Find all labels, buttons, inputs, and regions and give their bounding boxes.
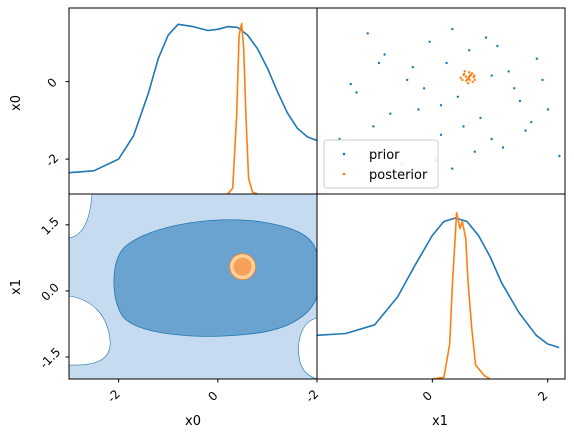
scatter-prior-point <box>439 133 443 136</box>
scatter-prior-point <box>439 104 443 107</box>
scatter-prior-point <box>428 40 431 43</box>
scatter-prior-point <box>422 87 426 90</box>
joint-empty-region <box>69 295 111 366</box>
scatter-prior-point <box>372 125 375 128</box>
legend-prior-marker <box>342 152 346 156</box>
scatter-prior-point <box>383 53 386 56</box>
scatter-prior-point <box>535 57 538 60</box>
legend-posterior-marker <box>342 172 346 176</box>
scatter-posterior-point <box>467 76 470 80</box>
x1-marginal-frame <box>316 193 566 380</box>
scatter-prior-point <box>411 66 414 69</box>
scatter-posterior-point <box>461 78 464 82</box>
scatter-posterior-point <box>468 71 471 74</box>
scatter-prior-point <box>490 137 493 141</box>
scatter-prior-point <box>377 61 381 65</box>
scatter-prior-point <box>417 108 420 111</box>
scatter-prior-point <box>462 125 465 128</box>
scatter-prior-point <box>558 154 561 158</box>
scatter-prior-point <box>484 36 488 39</box>
scatter-posterior-point <box>466 82 470 85</box>
scatter-posterior-point <box>465 79 468 82</box>
x1-marginal-posterior-line <box>432 212 491 379</box>
scatter-posterior-point <box>459 76 462 80</box>
scatter-posterior-point <box>473 74 476 77</box>
x0-marginal-posterior-line <box>227 22 258 194</box>
scatter-prior-point <box>479 116 482 120</box>
scatter-posterior-point <box>463 70 466 73</box>
legend-prior-label: prior <box>369 148 400 163</box>
joint-xlabel: x0 <box>185 414 201 429</box>
scatter-posterior-point <box>473 78 476 82</box>
scatter-posterior-point <box>471 80 474 84</box>
scatter-prior-point <box>490 74 493 77</box>
scatter-prior-point <box>524 129 527 132</box>
joint-empty-region <box>69 194 93 239</box>
scatter-prior-point <box>445 61 448 65</box>
scatter-prior-point <box>406 78 409 82</box>
scatter-prior-point <box>496 44 499 48</box>
scatter-prior-point <box>513 87 516 90</box>
scatter-prior-point <box>541 78 544 82</box>
joint-posterior-inner-region <box>233 257 252 276</box>
scatter-prior-point <box>473 150 476 153</box>
scatter-prior-point <box>501 146 505 149</box>
scatter-prior-point <box>451 27 454 31</box>
joint-empty-region <box>298 317 317 379</box>
legend: prior posterior <box>323 139 439 189</box>
scatter-posterior-point <box>462 72 466 76</box>
x0-marginal-prior-line <box>69 23 317 174</box>
scatter-prior-point <box>518 99 522 103</box>
joint-ylabel: x1 <box>9 279 24 295</box>
joint-prior-inner-region <box>113 219 317 337</box>
scatter-posterior-point <box>464 75 467 78</box>
scatter-prior-point <box>355 91 358 94</box>
scatter-prior-point <box>389 112 392 115</box>
scatter-prior-point <box>546 108 550 111</box>
scatter-prior-point <box>451 167 454 170</box>
x0-marginal-ylabel: x0 <box>9 95 24 111</box>
scatter-prior-point <box>456 95 460 99</box>
x1-marginal-xlabel: x1 <box>432 414 448 429</box>
legend-posterior-label: posterior <box>369 168 428 183</box>
scatter-prior-point <box>366 32 369 35</box>
scatter-prior-point <box>349 82 352 86</box>
x1-marginal-prior-line <box>317 217 560 349</box>
scatter-prior-point <box>507 70 510 73</box>
scatter-prior-point <box>468 49 471 52</box>
scatter-posterior-point <box>469 73 473 77</box>
scatter-posterior-point <box>468 78 471 82</box>
scatter-prior-point <box>530 120 533 124</box>
joint-contour-panel: -2 01.50.0-1.5 <box>37 193 318 405</box>
